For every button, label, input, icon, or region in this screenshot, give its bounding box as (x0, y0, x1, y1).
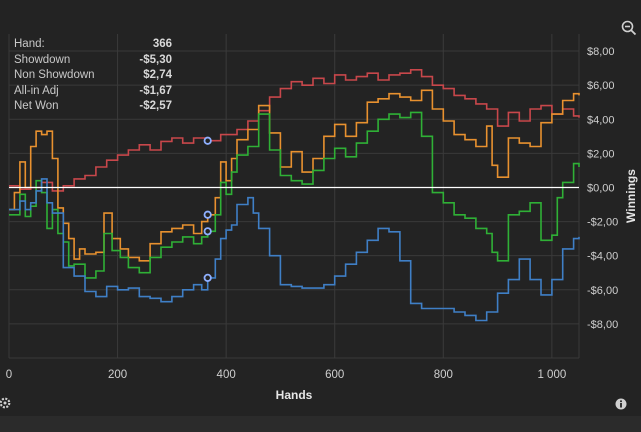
hover-marker-allin (203, 210, 212, 219)
summary-value: -$1,67 (139, 84, 172, 97)
y-tick-label: -$6,00 (587, 285, 618, 297)
summary-label: All-in Adj (14, 84, 59, 97)
summary-label: Hand: (14, 38, 45, 50)
y-tick-label: -$4,00 (587, 251, 618, 263)
summary-row-showdown: Showdown -$5,30 (14, 53, 172, 69)
zoom-out-icon[interactable] (621, 20, 637, 41)
series-line-showdown (9, 178, 580, 322)
series-line-allin (9, 89, 580, 262)
x-tick-label: 200 (108, 369, 127, 381)
series-line-nonshowdown (9, 69, 580, 192)
summary-row-nonshowdown: Non Showdown $2,74 (14, 68, 172, 84)
y-axis-title: Winnings (624, 169, 638, 223)
summary-row-hand: Hand: 366 (14, 37, 172, 53)
y-tick-label: -$8,00 (587, 319, 618, 331)
hand-summary-panel: Hand: 366 Showdown -$5,30 Non Showdown $… (14, 37, 172, 115)
x-tick-label: 1 000 (537, 369, 566, 381)
hover-marker-showdown (203, 273, 212, 282)
hover-marker-nonshowdown (203, 136, 212, 145)
summary-value: -$2,57 (139, 100, 172, 112)
y-tick-label: $6,00 (587, 80, 615, 92)
summary-value: -$5,30 (139, 53, 172, 66)
summary-value: $2,74 (143, 69, 172, 81)
summary-row-netwon: Net Won -$2,57 (14, 99, 172, 115)
x-tick-label: 400 (217, 369, 236, 381)
summary-value: 366 (152, 38, 172, 50)
x-tick-label: 0 (6, 369, 12, 381)
gear-icon[interactable] (0, 396, 12, 415)
y-tick-label: $2,00 (587, 148, 615, 160)
x-tick-label: 800 (434, 369, 453, 381)
y-tick-label: $0,00 (587, 182, 615, 194)
x-tick-label: 600 (325, 369, 344, 381)
y-tick-label: $8,00 (587, 46, 615, 58)
info-icon[interactable] (615, 397, 627, 415)
y-tick-label: $4,00 (587, 114, 615, 126)
summary-label: Net Won (14, 100, 59, 112)
hover-marker-netwon (203, 227, 212, 236)
bottom-bar (0, 416, 641, 432)
series-line-netwon (9, 111, 580, 279)
summary-label: Non Showdown (14, 69, 95, 81)
y-tick-label: -$2,00 (587, 217, 618, 229)
x-axis-title: Hands (276, 388, 313, 402)
summary-label: Showdown (14, 53, 71, 66)
summary-row-allin: All-in Adj -$1,67 (14, 84, 172, 100)
